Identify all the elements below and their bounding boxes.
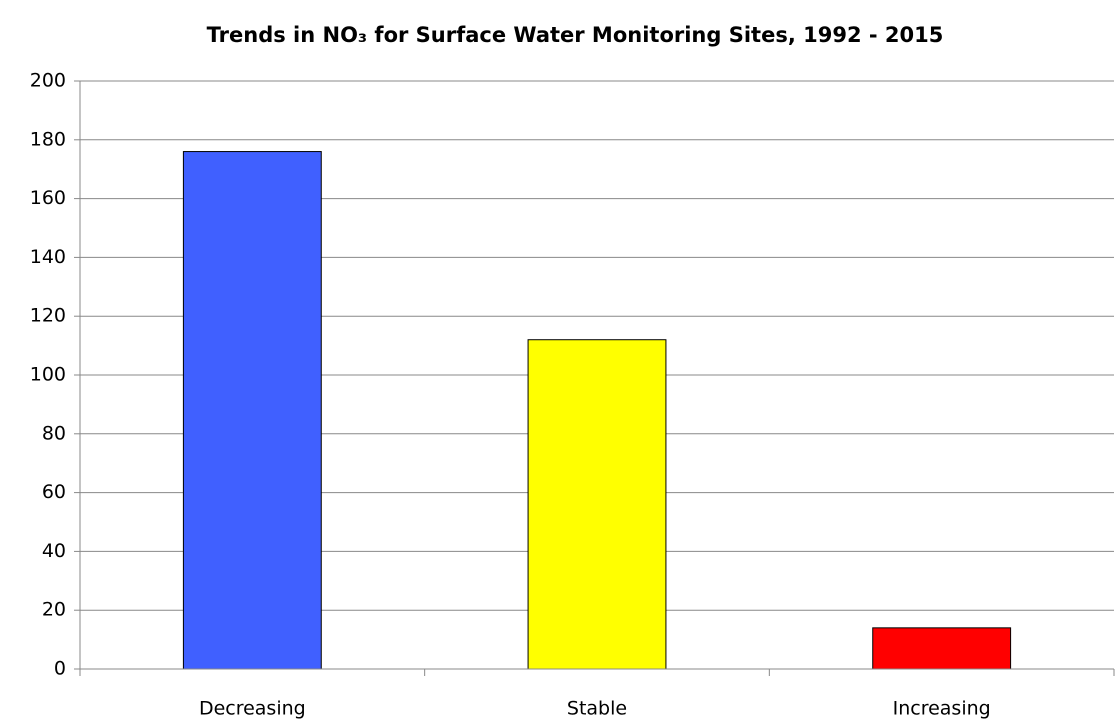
bar bbox=[182, 151, 322, 670]
y-tick-label: 160 bbox=[30, 187, 66, 209]
x-tick-label: Decreasing bbox=[199, 698, 306, 719]
y-tick-label: 120 bbox=[30, 305, 66, 327]
y-tick-label: 60 bbox=[42, 481, 66, 503]
y-tick-label: 140 bbox=[30, 246, 66, 268]
y-tick-label: 200 bbox=[30, 70, 66, 92]
bar bbox=[872, 627, 1012, 670]
y-tick-label: 20 bbox=[42, 599, 66, 621]
y-tick-label: 80 bbox=[42, 422, 66, 444]
y-tick-label: 100 bbox=[30, 364, 66, 386]
x-tick-label: Increasing bbox=[893, 698, 991, 719]
y-tick-label: 0 bbox=[54, 658, 66, 680]
x-tick-label: Stable bbox=[567, 698, 627, 719]
y-tick-label: 180 bbox=[30, 128, 66, 150]
y-tick-label: 40 bbox=[42, 540, 66, 562]
bar bbox=[527, 339, 667, 670]
chart-title: Trends in NO₃ for Surface Water Monitori… bbox=[207, 23, 944, 47]
